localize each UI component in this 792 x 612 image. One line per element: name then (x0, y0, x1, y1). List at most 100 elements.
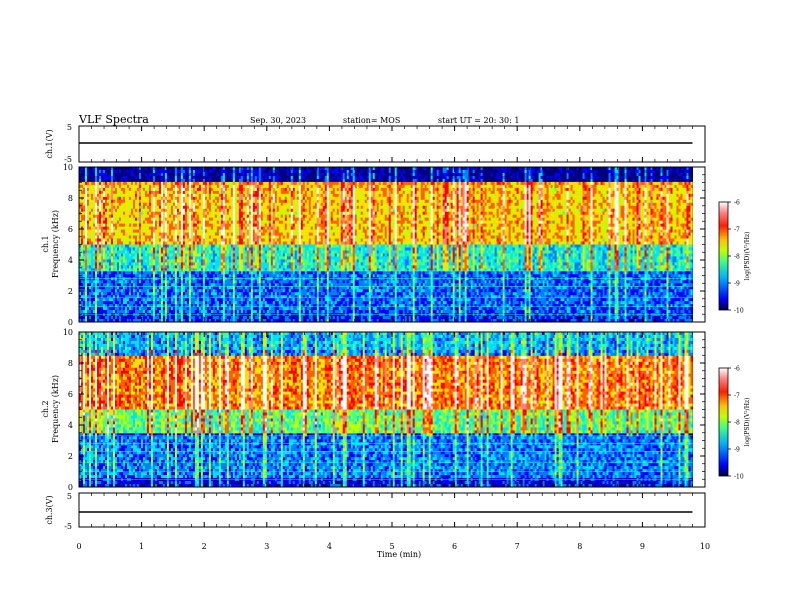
spectrogram-cell (94, 214, 98, 218)
spectrogram-cell (188, 217, 192, 221)
spectrogram-cell (236, 169, 240, 174)
spectrogram-cell (154, 178, 158, 183)
spectrogram-cell (108, 172, 112, 177)
spectrogram-cell (238, 238, 242, 242)
spectrogram-cell (124, 169, 128, 174)
spectrogram-cell (86, 208, 90, 213)
spectrogram-cell (140, 265, 144, 269)
spectrogram-cell (178, 226, 182, 230)
spectrogram-cell (250, 292, 254, 296)
spectrogram-cell (244, 193, 248, 198)
spectrogram-cell (230, 310, 234, 314)
spectrogram-cell (132, 295, 136, 299)
spectrogram-cell (136, 292, 140, 296)
spectrogram-cell (220, 274, 224, 278)
spectrogram-cell (90, 301, 94, 305)
spectrogram-cell (228, 235, 232, 239)
spectrogram-cell (182, 319, 186, 323)
spectrogram-cell (100, 211, 104, 215)
spectrogram-cell (262, 208, 266, 213)
spectrogram-cell (108, 214, 112, 218)
spectrogram-cell (250, 301, 254, 305)
spectrogram-cell (172, 301, 176, 305)
spectrogram-cell (88, 271, 92, 275)
spectrogram-cell (126, 301, 130, 305)
spectrogram-cell (206, 217, 210, 221)
spectrogram-cell (204, 253, 208, 257)
spectrogram-cell (264, 268, 268, 272)
spectrogram-cell (236, 241, 240, 245)
spectrogram-cell (140, 301, 144, 305)
spectrogram-cell (228, 178, 232, 183)
spectrogram-cell (84, 232, 88, 236)
spectrogram-cell (226, 283, 230, 287)
spectrogram-cell (244, 214, 248, 218)
spectrogram-cell (146, 202, 150, 207)
spectrogram-cell (206, 295, 210, 299)
spectrogram-cell (256, 310, 260, 314)
spectrogram-cell (102, 301, 106, 305)
spectrogram-cell (258, 298, 262, 302)
spectrogram-cell (178, 202, 182, 207)
spectrogram-cell (146, 223, 150, 227)
spectrogram-cell (164, 211, 168, 215)
spectrogram-cell (110, 217, 114, 221)
spectrogram-cell (166, 298, 170, 302)
spectrogram-cell (256, 307, 260, 311)
spectrogram-cell (130, 265, 134, 269)
spectrogram-cell (264, 205, 268, 210)
spectrogram-cell (190, 187, 194, 192)
spectrogram-cell (168, 217, 172, 221)
spectrogram-cell (186, 211, 190, 215)
spectrogram-cell (142, 247, 146, 251)
spectrogram-cell (182, 244, 186, 248)
spectrogram-cell (246, 289, 250, 293)
spectrogram-cell (184, 310, 188, 314)
spectrogram-cell (104, 274, 108, 278)
spectrogram-cell (216, 274, 220, 278)
spectrogram-cell (138, 211, 142, 215)
spectrogram-cell (254, 211, 258, 215)
spectrogram-cell (256, 178, 260, 183)
spectrogram-cell (198, 313, 202, 317)
spectrogram-cell (178, 241, 182, 245)
spectrogram-cell (112, 268, 116, 272)
spectrogram-cell (252, 286, 256, 290)
spectrogram-cell (174, 307, 178, 311)
spectrogram-cell (242, 229, 246, 233)
spectrogram-cell (184, 244, 188, 248)
spectrogram-cell (158, 289, 162, 293)
spectrogram-cell (132, 238, 136, 242)
spectrogram-cell (210, 265, 214, 269)
spectrogram-cell (254, 229, 258, 233)
spectrogram-cell (90, 289, 94, 293)
spectrogram-cell (104, 235, 108, 239)
spectrogram-cell (156, 217, 160, 221)
spectrogram-cell (146, 187, 150, 192)
spectrogram-cell (104, 313, 108, 317)
spectrogram-cell (104, 319, 108, 323)
spectrogram-cell (194, 301, 198, 305)
spectrogram-cell (174, 253, 178, 257)
spectrogram-cell (192, 181, 196, 186)
spectrogram-cell (110, 181, 114, 186)
spectrogram-cell (230, 286, 234, 290)
spectrogram-cell (81, 268, 84, 272)
spectrogram-cell (208, 167, 212, 171)
spectrogram-cell (112, 217, 116, 221)
spectrogram-cell (190, 283, 194, 287)
spectrogram-cell (206, 280, 210, 284)
spectrogram-cell (208, 208, 212, 213)
spectrogram-cell (230, 184, 234, 189)
spectrogram-cell (208, 310, 212, 314)
spectrogram-cell (256, 208, 260, 213)
spectrogram-cell (148, 316, 152, 320)
spectrogram-cell (226, 181, 230, 186)
spectrogram-cell (152, 238, 156, 242)
spectrogram-cell (130, 223, 134, 227)
spectrogram-cell (114, 187, 118, 192)
spectrogram-cell (84, 199, 88, 204)
spectrogram-cell (264, 196, 268, 201)
spectrogram-cell (242, 253, 246, 257)
spectrogram-cell (140, 178, 144, 183)
